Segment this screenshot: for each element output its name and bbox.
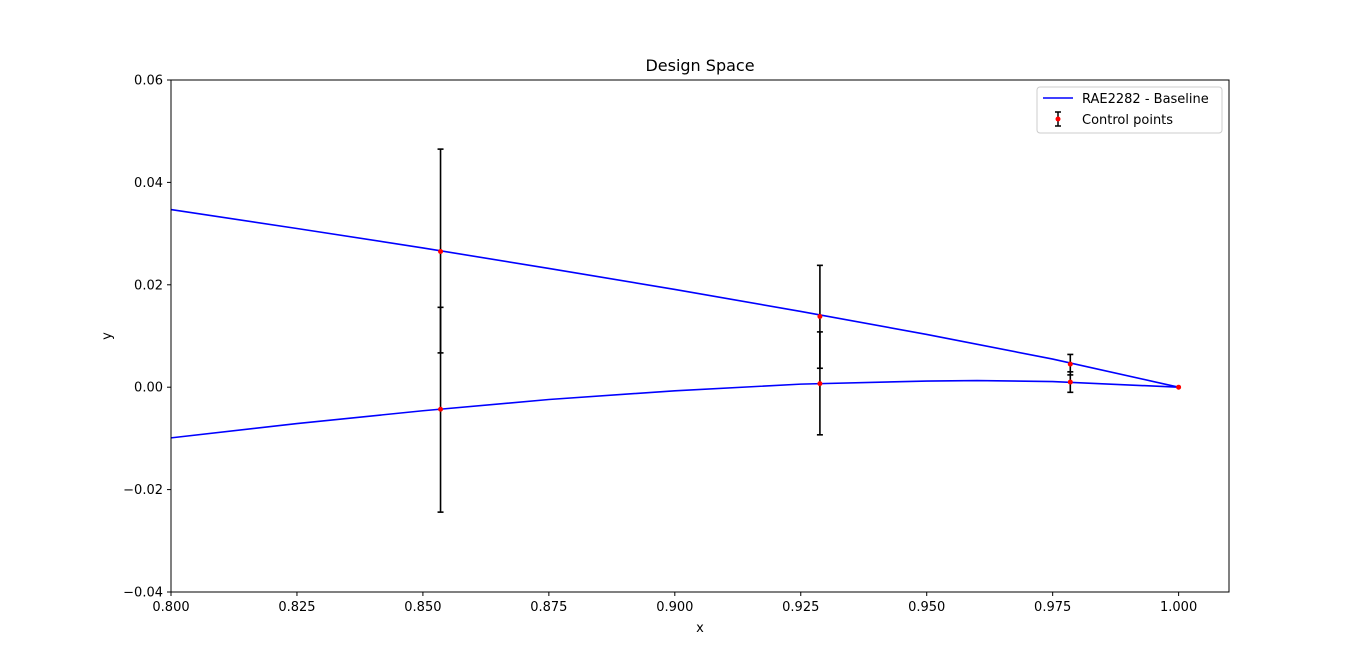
control-point	[1176, 384, 1182, 390]
y-tick-label: 0.00	[134, 381, 163, 396]
control-point	[817, 381, 823, 387]
legend-label-control-points: Control points	[1082, 113, 1173, 128]
control-point	[1067, 361, 1073, 367]
legend-marker-swatch	[1055, 116, 1061, 122]
axes-frame	[170, 79, 1230, 593]
baseline-lower-surface-line	[170, 379, 1179, 439]
axis-ticks: 0.800 0.825 0.850 0.875 0.900 0.925 0.950 0.975…	[123, 74, 1197, 616]
control-point	[817, 314, 823, 320]
x-axis-label: x	[696, 621, 704, 636]
x-tick-label: 0.975	[1034, 600, 1071, 615]
chart-title: Design Space	[645, 56, 754, 75]
x-tick-label: 0.875	[530, 600, 567, 615]
x-tick-label: 0.850	[404, 600, 441, 615]
control-point	[1067, 379, 1073, 385]
x-tick-label: 0.900	[656, 600, 693, 615]
legend-label-baseline: RAE2282 - Baseline	[1082, 92, 1209, 107]
x-tick-label: 0.825	[278, 600, 315, 615]
x-tick-label: 0.800	[152, 600, 189, 615]
y-tick-label: 0.02	[134, 278, 163, 293]
x-tick-label: 0.950	[908, 600, 945, 615]
x-tick-label: 1.000	[1160, 600, 1197, 615]
y-tick-label: −0.04	[123, 586, 163, 601]
control-point	[438, 249, 444, 255]
baseline-upper-surface-line	[170, 208, 1179, 388]
y-axis-label: y	[100, 332, 115, 340]
y-tick-label: 0.04	[134, 176, 163, 191]
x-tick-label: 0.925	[782, 600, 819, 615]
y-tick-label: 0.06	[134, 74, 163, 89]
plot-area	[170, 148, 1182, 513]
legend: RAE2282 - Baseline Control points	[1036, 86, 1223, 134]
y-tick-label: −0.02	[123, 483, 163, 498]
control-point	[438, 406, 444, 412]
legend-box	[1036, 86, 1223, 134]
